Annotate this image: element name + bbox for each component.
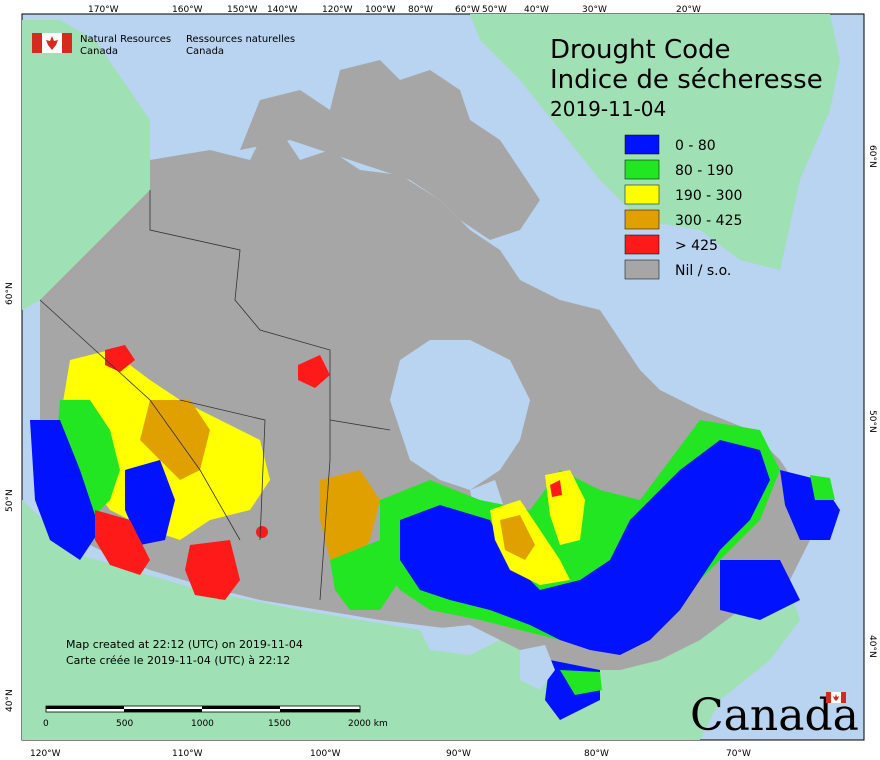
svg-text:20°W: 20°W [676, 5, 701, 15]
scale-bar: 0 500 1000 1500 2000 km [43, 705, 388, 729]
lake-superior [420, 625, 500, 655]
svg-text:40°W: 40°W [524, 5, 549, 15]
svg-text:100°W: 100°W [365, 5, 396, 15]
scale-label: 1500 [268, 719, 291, 729]
qc-red-spot [550, 480, 562, 497]
svg-text:70°W: 70°W [726, 749, 751, 759]
legend-label: 190 - 300 [675, 188, 742, 204]
svg-text:120°W: 120°W [30, 749, 61, 759]
left-ticks: 60°N 50°N 40°N [5, 282, 15, 712]
canada-flag-icon [32, 33, 72, 53]
svg-text:60°N: 60°N [5, 282, 15, 305]
legend-swatch [624, 259, 660, 280]
legend-label: 300 - 425 [675, 213, 742, 229]
svg-text:100°W: 100°W [310, 749, 341, 759]
legend-label: Nil / s.o. [675, 263, 731, 279]
bc-blue-zone [30, 420, 100, 560]
bc-blue-interior [125, 460, 175, 545]
south-on-green [560, 670, 602, 695]
svg-text:50°N: 50°N [867, 410, 877, 433]
legend-swatch [624, 234, 660, 255]
hudson-bay [390, 340, 530, 490]
agency-en-line1: Natural Resources [80, 34, 171, 45]
scale-label: 1000 [191, 719, 214, 729]
legend-label: 0 - 80 [675, 138, 716, 154]
svg-text:80°W: 80°W [408, 5, 433, 15]
legend-swatch [624, 159, 660, 180]
bottom-ticks: 120°W 110°W 100°W 90°W 80°W 70°W [30, 749, 751, 759]
svg-text:110°W: 110°W [172, 749, 203, 759]
qc-orange-zone [500, 515, 535, 560]
map-date: 2019-11-04 [550, 97, 666, 121]
top-ticks: 170°W 160°W 150°W 140°W 120°W 100°W 80°W… [88, 5, 701, 15]
legend-swatch [624, 134, 660, 155]
legend-swatch [624, 209, 660, 230]
agency-fr-line2: Canada [186, 46, 224, 57]
svg-text:120°W: 120°W [322, 5, 353, 15]
nl-green [810, 475, 835, 500]
svg-text:50°N: 50°N [5, 489, 15, 512]
legend-label: 80 - 190 [675, 163, 734, 179]
sk-red-spot [256, 526, 268, 538]
scale-label: 0 [43, 719, 49, 729]
svg-text:80°W: 80°W [584, 749, 609, 759]
right-ticks: 60°N 50°N 40°N [867, 145, 877, 658]
canada-wordmark: Canada [690, 690, 859, 741]
svg-text:60°N: 60°N [867, 145, 877, 168]
svg-text:40°N: 40°N [5, 689, 15, 712]
mb-orange-zone [320, 470, 380, 570]
credit-en: Map created at 22:12 (UTC) on 2019-11-04 [66, 638, 303, 651]
agency-header: Natural Resources Canada Ressources natu… [32, 33, 295, 57]
alaska-land [22, 20, 150, 310]
bc-red-zone [95, 510, 150, 575]
usa-land [22, 500, 800, 740]
svg-text:90°W: 90°W [446, 749, 471, 759]
ab-red-zone [185, 540, 240, 600]
agency-en-line2: Canada [80, 46, 118, 57]
on-qc-blue-zone [400, 440, 770, 655]
legend: 0 - 80 80 - 190 190 - 300 300 - 425 > 42… [624, 134, 742, 280]
province-boundaries [39, 190, 391, 601]
scale-label: 500 [116, 719, 133, 729]
svg-text:140°W: 140°W [267, 5, 298, 15]
svg-text:60°W: 60°W [455, 5, 480, 15]
map-title: Drought Code [550, 35, 731, 65]
nwt-red-spot [298, 355, 330, 388]
lake-huron [520, 645, 555, 690]
maritimes-blue [720, 560, 800, 620]
map-title-fr: Indice de sécheresse [550, 65, 823, 95]
svg-text:50°W: 50°W [482, 5, 507, 15]
legend-label: > 425 [675, 238, 718, 254]
agency-fr-line1: Ressources naturelles [186, 34, 295, 45]
scale-label: 2000 km [348, 719, 388, 729]
svg-text:30°W: 30°W [582, 5, 607, 15]
svg-text:150°W: 150°W [227, 5, 258, 15]
bc-red-north [105, 345, 135, 372]
svg-text:160°W: 160°W [172, 5, 203, 15]
arctic-islands [240, 60, 540, 240]
svg-text:40°N: 40°N [867, 635, 877, 658]
svg-text:170°W: 170°W [88, 5, 119, 15]
credit-fr: Carte créée le 2019-11-04 (UTC) à 22:12 [66, 654, 290, 667]
wordmark-flag-icon [826, 692, 846, 703]
legend-swatch [624, 184, 660, 205]
